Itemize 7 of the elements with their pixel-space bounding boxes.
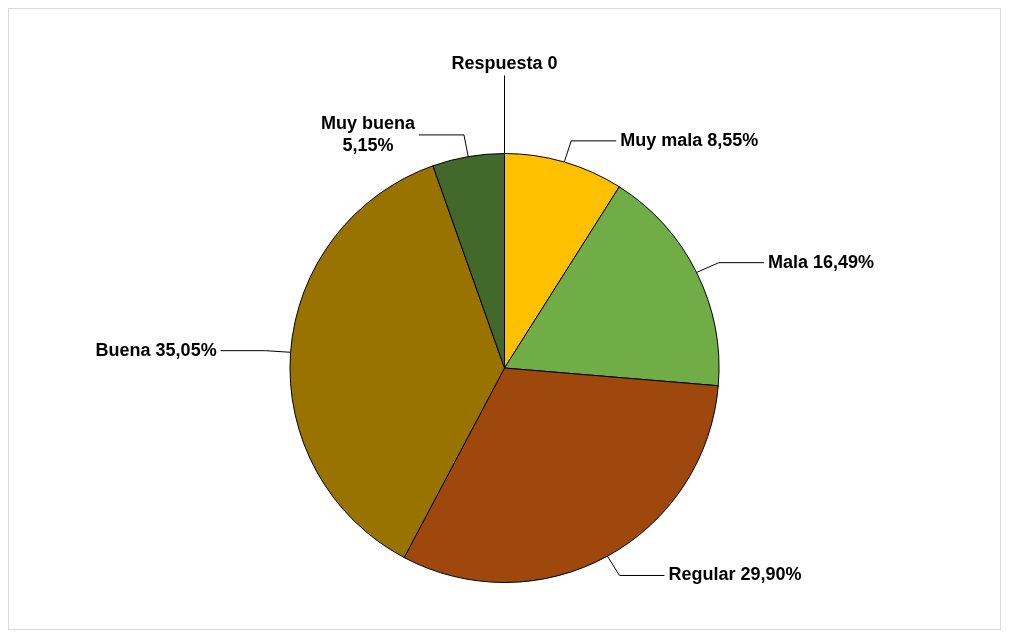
category-label: Respuesta 0 [451, 53, 558, 74]
slice-label: Mala 16,49% [767, 251, 875, 272]
slice-label: Regular 29,90% [668, 564, 802, 585]
slice-label: Muy mala 8,55% [620, 129, 759, 150]
slice-label: Buena 35,05% [95, 339, 217, 360]
slice-label: Muy buena [320, 112, 416, 133]
data-label: 5,15% [342, 134, 394, 155]
